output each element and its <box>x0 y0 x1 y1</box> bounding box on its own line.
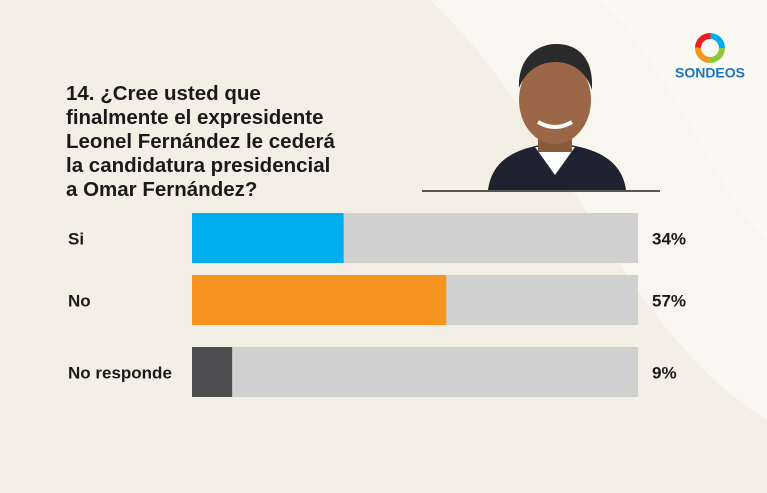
bar <box>192 347 233 397</box>
bg-shape <box>600 0 767 240</box>
category-label: No <box>68 291 91 310</box>
value-label: 34% <box>652 229 686 248</box>
category-label: No responde <box>68 363 172 382</box>
brand: SONDEOS <box>675 65 745 81</box>
chart-title: 14. ¿Cree usted que finalmente el expres… <box>66 82 335 201</box>
logo <box>695 33 725 63</box>
bar <box>192 275 447 325</box>
value-label: 57% <box>652 291 686 310</box>
bar-track <box>192 347 638 397</box>
category-label: Si <box>68 229 84 248</box>
value-label: 9% <box>652 363 677 382</box>
bar <box>192 213 344 263</box>
portrait <box>488 44 626 190</box>
